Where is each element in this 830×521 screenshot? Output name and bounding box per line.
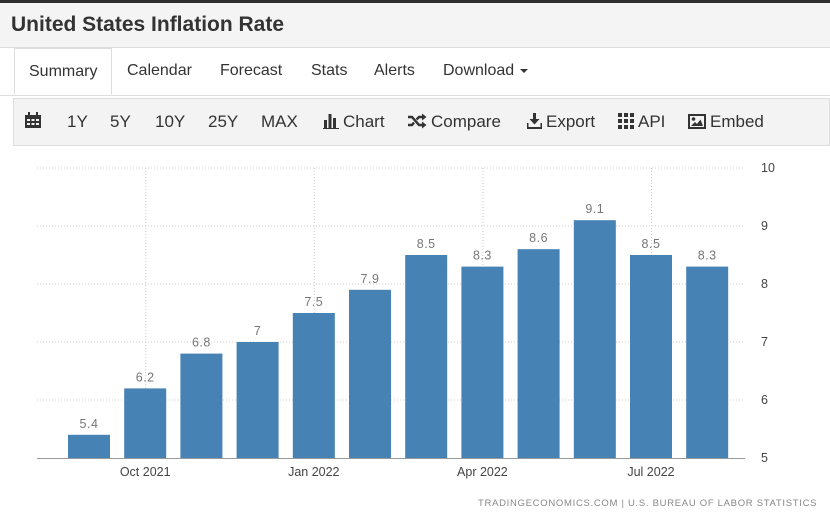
x-tick-label-0: Oct 2021 (120, 465, 171, 479)
bar-2022-01 (292, 313, 335, 458)
bar-2022-07 (630, 255, 672, 458)
bar-2022-05 (517, 249, 560, 458)
caret-down-icon (520, 68, 529, 73)
chart-area: 10 9 8 7 6 5 5.4 6.2 6.8 7 7.5 7.9 8.5 8.3 8.6 9.1 8.5 8.… (0, 146, 830, 521)
value-label-9: 9.1 (585, 202, 604, 216)
bar-2021-11 (180, 353, 223, 458)
bar-2022-08 (686, 266, 729, 458)
bar-2021-10 (124, 388, 167, 458)
calendar-icon (25, 112, 41, 128)
tab-summary[interactable]: Summary (14, 48, 113, 95)
y-tick-label-3: 7 (761, 335, 768, 349)
export-label: Export (546, 112, 596, 131)
top-border (0, 0, 830, 3)
y-tick-label-0: 10 (761, 161, 775, 175)
tab-download-label: Download (443, 62, 515, 79)
shuffle-icon (408, 113, 427, 129)
value-label-10: 8.5 (642, 237, 661, 251)
range-1y-button[interactable]: 1Y (67, 112, 88, 131)
y-tick-label-2: 8 (761, 277, 768, 291)
tab-download[interactable]: Download (443, 48, 529, 94)
tab-forecast[interactable]: Forecast (220, 62, 283, 79)
bar-2021-12 (236, 342, 279, 458)
api-button[interactable]: API (618, 99, 665, 145)
chart-type-button[interactable]: Chart (323, 99, 385, 145)
value-label-3: 7 (254, 324, 261, 338)
chart-toolbar: 1Y 5Y 10Y 25Y MAX Chart Compare Export A… (13, 98, 830, 146)
bar-2022-02 (349, 289, 391, 458)
value-label-7: 8.3 (473, 249, 492, 263)
bar-2021-09 (68, 434, 110, 458)
value-label-11: 8.3 (698, 249, 717, 263)
value-label-6: 8.5 (417, 237, 436, 251)
tab-bar: Summary Calendar Forecast Stats Alerts D… (0, 48, 830, 96)
compare-label: Compare (431, 112, 501, 131)
page-title: United States Inflation Rate (11, 13, 285, 36)
value-label-8: 8.6 (529, 231, 548, 245)
inflation-bar-chart: 10 9 8 7 6 5 5.4 6.2 6.8 7 7.5 7.9 8.5 8.3 8.6 9.1 8.5 8.… (37, 161, 775, 479)
value-label-2: 6.8 (192, 336, 211, 350)
value-label-4: 7.5 (304, 295, 323, 309)
embed-button[interactable]: Embed (688, 99, 764, 145)
compare-button[interactable]: Compare (407, 99, 501, 145)
value-label-0: 5.4 (80, 417, 99, 431)
tab-alerts[interactable]: Alerts (374, 62, 415, 79)
export-button[interactable]: Export (526, 99, 596, 145)
range-25y-button[interactable]: 25Y (208, 112, 239, 131)
range-5y-button[interactable]: 5Y (110, 112, 131, 131)
grid-icon (618, 113, 634, 129)
x-tick-label-3: Jul 2022 (627, 465, 674, 479)
tab-calendar[interactable]: Calendar (127, 62, 192, 79)
range-10y-button[interactable]: 10Y (155, 112, 186, 131)
value-label-1: 6.2 (136, 370, 155, 384)
api-label: API (638, 112, 666, 131)
source-credit: TRADINGECONOMICS.COM | U.S. BUREAU OF LA… (478, 498, 818, 509)
value-label-5: 7.9 (361, 272, 380, 286)
embed-label: Embed (710, 112, 764, 131)
range-max-button[interactable]: MAX (261, 112, 298, 131)
bar-2022-03 (405, 255, 448, 458)
y-tick-label-5: 5 (761, 451, 768, 465)
y-tick-label-1: 9 (761, 219, 768, 233)
tab-stats[interactable]: Stats (311, 62, 348, 79)
bar-2022-04 (461, 266, 504, 458)
x-tick-label-1: Jan 2022 (288, 465, 339, 479)
tab-summary-label: Summary (29, 63, 98, 80)
bar-2022-06 (573, 220, 616, 458)
x-tick-label-2: Apr 2022 (457, 465, 508, 479)
y-tick-label-4: 6 (761, 393, 768, 407)
title-bar: United States Inflation Rate (0, 3, 830, 48)
image-icon (688, 114, 706, 129)
calendar-button[interactable] (24, 99, 46, 145)
chart-type-label: Chart (343, 112, 385, 131)
download-icon (526, 113, 543, 129)
bar-chart-icon (323, 114, 339, 129)
